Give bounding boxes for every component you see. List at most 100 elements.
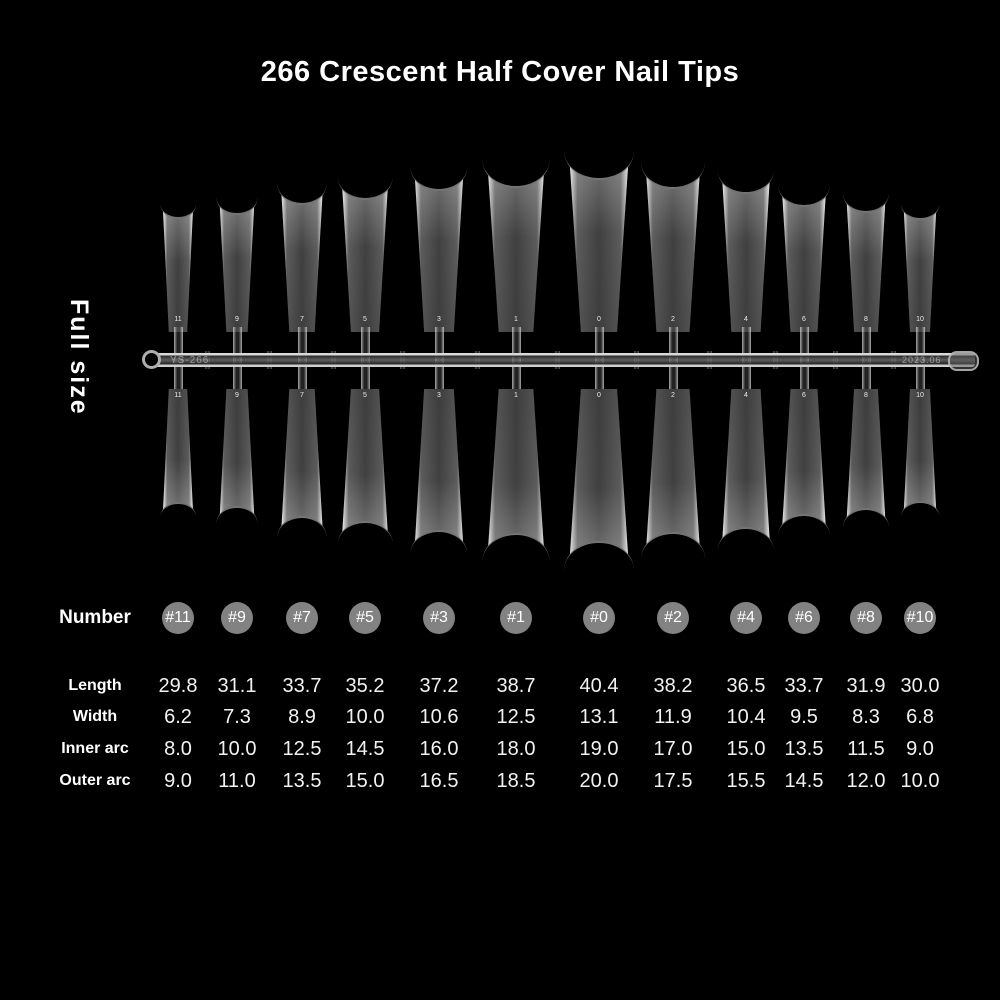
tip-number: 7	[300, 316, 304, 323]
tip-number: 2	[671, 392, 675, 399]
tip-number: 0	[597, 316, 601, 323]
page-title: 266 Crescent Half Cover Nail Tips	[260, 56, 740, 88]
size-value: 15.0	[726, 738, 766, 760]
nail-tip-bottom: 0	[564, 389, 634, 600]
crescent-cut-icon	[337, 153, 393, 201]
tip-number: 9	[235, 392, 239, 399]
tip-number: 3	[437, 316, 441, 323]
crescent-cut-icon	[777, 514, 830, 560]
full-size-label: Full size	[65, 299, 93, 416]
nail-tip-top: 10	[900, 186, 940, 332]
nail-tip-top: 7	[277, 163, 327, 332]
nail-tip-bottom: 6	[777, 389, 830, 560]
tip-number: 6	[802, 392, 806, 399]
nail-tip-top: 0	[564, 121, 634, 332]
nail-tip-top: 11	[160, 188, 196, 332]
tip-number: 4	[744, 316, 748, 323]
size-value: 17.5	[653, 770, 693, 792]
crescent-cut-icon	[842, 507, 889, 548]
size-value: 6.2	[164, 706, 192, 728]
size-value: 14.5	[345, 738, 385, 760]
number-badge: #10	[904, 602, 936, 634]
size-value: 16.5	[419, 770, 459, 792]
nail-tip-bottom: 7	[277, 389, 327, 558]
nail-tip-bottom: 11	[160, 389, 196, 533]
nail-tip-body	[219, 389, 255, 525]
nail-tip-top: 2	[641, 134, 705, 332]
tip-number: 5	[363, 392, 367, 399]
number-badge: #4	[730, 602, 762, 634]
nail-tip-body	[414, 389, 464, 555]
size-value: 8.9	[288, 706, 316, 728]
tip-number: 9	[235, 316, 239, 323]
sprue-model-text: YS-266	[170, 355, 210, 366]
nail-tip-bottom: 9	[216, 389, 258, 542]
nail-tip-top: 8	[842, 173, 889, 332]
tip-number: 4	[744, 392, 748, 399]
size-value: 10.0	[217, 738, 257, 760]
nail-tip-bottom: 8	[842, 389, 889, 548]
crescent-cut-icon	[160, 188, 196, 220]
tip-number: 10	[916, 392, 924, 399]
tip-number: 2	[671, 316, 675, 323]
size-value: 29.8	[158, 675, 198, 697]
number-badge: #7	[286, 602, 318, 634]
crescent-cut-icon	[717, 146, 775, 195]
size-value: 40.4	[579, 675, 619, 697]
size-value: 33.7	[784, 675, 824, 697]
size-value: 8.0	[164, 738, 192, 760]
number-badge: #3	[423, 602, 455, 634]
tip-number: 8	[864, 316, 868, 323]
nail-tip-top: 1	[482, 130, 550, 332]
size-value: 37.2	[419, 675, 459, 697]
crescent-cut-icon	[900, 186, 940, 220]
tip-number: 6	[802, 316, 806, 323]
tip-number: 10	[916, 316, 924, 323]
size-value: 9.0	[164, 770, 192, 792]
size-value: 15.5	[726, 770, 766, 792]
nail-tip-top: 4	[717, 146, 775, 332]
crescent-cut-icon	[641, 532, 705, 587]
crescent-cut-icon	[277, 163, 327, 206]
size-value: 20.0	[579, 770, 619, 792]
tip-number: 11	[174, 392, 182, 399]
tip-number: 5	[363, 316, 367, 323]
crescent-cut-icon	[717, 526, 775, 575]
size-value: 33.7	[282, 675, 322, 697]
number-badge: #11	[162, 602, 194, 634]
nail-tip-bottom: 4	[717, 389, 775, 575]
nail-tip-top: 5	[337, 153, 393, 332]
size-value: 13.5	[282, 770, 322, 792]
crescent-cut-icon	[410, 142, 468, 192]
crescent-cut-icon	[216, 505, 258, 542]
size-value: 30.0	[900, 675, 940, 697]
crescent-cut-icon	[842, 173, 889, 214]
sprue-ring-icon	[142, 350, 161, 369]
crescent-cut-icon	[777, 161, 830, 207]
number-badge: #9	[221, 602, 253, 634]
size-value: 9.5	[790, 706, 818, 728]
crescent-cut-icon	[564, 121, 634, 181]
nail-tip-body	[341, 176, 389, 332]
row-label: Inner arc	[61, 740, 129, 757]
tip-number: 3	[437, 392, 441, 399]
crescent-cut-icon	[216, 179, 258, 216]
size-value: 38.7	[496, 675, 536, 697]
sprue-end-tab	[948, 351, 979, 371]
size-value: 12.5	[496, 706, 536, 728]
row-label: Width	[72, 708, 118, 725]
number-badge: #0	[583, 602, 615, 634]
nail-tip-bottom: 10	[900, 389, 940, 535]
number-badge: #1	[500, 602, 532, 634]
size-value: 11.0	[218, 770, 256, 792]
size-value: 36.5	[726, 675, 766, 697]
size-value: 14.5	[784, 770, 824, 792]
nail-tip-top: 9	[216, 179, 258, 332]
size-value: 38.2	[653, 675, 693, 697]
size-value: 10.0	[900, 770, 940, 792]
size-value: 13.1	[579, 706, 619, 728]
nail-tip-body	[568, 150, 630, 332]
crescent-cut-icon	[160, 501, 196, 533]
